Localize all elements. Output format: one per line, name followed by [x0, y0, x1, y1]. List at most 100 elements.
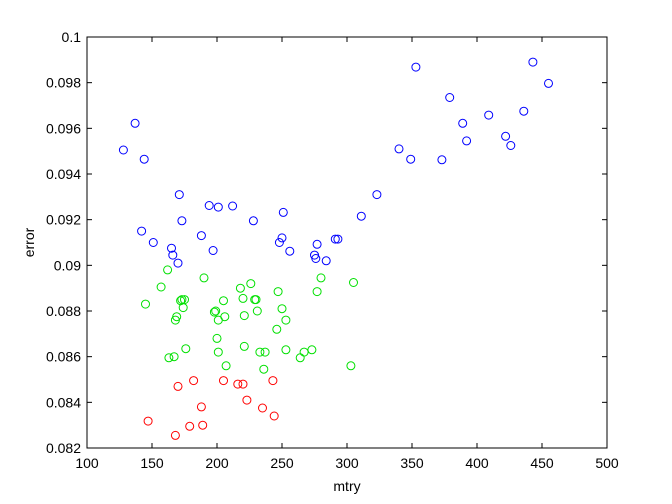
data-points — [118, 57, 553, 440]
data-point — [346, 361, 356, 371]
data-point — [196, 402, 206, 412]
data-point — [252, 306, 262, 316]
data-point — [163, 265, 173, 275]
y-tick-label: 0.092 — [46, 212, 81, 228]
data-point — [356, 211, 366, 221]
x-axis-label: mtry — [333, 478, 360, 494]
plot-area — [87, 37, 607, 448]
data-point — [246, 279, 256, 289]
data-point — [260, 347, 270, 357]
y-tick-label: 0.084 — [46, 394, 81, 410]
data-point — [173, 381, 183, 391]
data-point — [273, 287, 283, 297]
x-tick-label: 450 — [530, 455, 554, 471]
data-point — [208, 246, 218, 255]
data-point — [177, 216, 187, 226]
data-point — [501, 131, 511, 141]
data-point — [285, 246, 295, 256]
data-point — [209, 307, 219, 317]
data-point — [394, 144, 404, 154]
data-point — [235, 283, 245, 293]
data-point — [277, 233, 287, 243]
x-axis-ticks: 100 150 200 250 300 350 400 450 500 — [75, 37, 619, 471]
data-point — [143, 416, 153, 426]
data-point — [307, 345, 317, 355]
data-point — [181, 344, 191, 354]
data-point — [272, 324, 282, 334]
data-point — [233, 379, 243, 389]
data-point — [196, 231, 206, 241]
data-point — [167, 243, 176, 253]
data-point — [316, 273, 326, 283]
data-point — [118, 145, 128, 155]
data-point — [130, 118, 140, 128]
data-point — [204, 201, 214, 210]
data-point — [228, 201, 238, 211]
data-point — [248, 216, 258, 226]
x-tick-label: 350 — [400, 455, 424, 471]
x-tick-label: 150 — [140, 455, 164, 471]
data-point — [213, 347, 223, 357]
y-tick-label: 0.09 — [54, 257, 81, 273]
x-tick-label: 100 — [75, 455, 99, 471]
y-axis-label: error — [21, 227, 37, 257]
data-point — [180, 295, 189, 305]
data-point — [212, 333, 222, 343]
data-point — [406, 154, 416, 164]
data-point — [544, 78, 553, 88]
data-point — [164, 353, 174, 363]
data-point — [199, 273, 209, 283]
x-tick-label: 400 — [465, 455, 489, 471]
data-point — [170, 430, 180, 440]
data-point — [268, 376, 278, 386]
data-point — [437, 155, 447, 165]
data-point — [506, 141, 516, 150]
data-point — [211, 306, 221, 316]
data-point — [311, 254, 321, 263]
data-point — [258, 403, 267, 413]
data-point — [277, 304, 287, 314]
data-point — [141, 299, 150, 309]
data-point — [372, 190, 382, 200]
data-point — [255, 347, 265, 357]
data-point — [169, 352, 179, 362]
data-point — [259, 364, 269, 374]
data-point — [349, 278, 358, 287]
x-tick-label: 500 — [595, 455, 619, 471]
data-point — [321, 256, 331, 266]
data-point — [239, 311, 249, 321]
data-point — [281, 315, 291, 325]
data-point — [312, 287, 322, 297]
y-tick-label: 0.096 — [46, 120, 81, 136]
data-point — [219, 376, 228, 386]
data-point — [220, 312, 230, 322]
data-point — [238, 293, 248, 303]
data-point — [168, 250, 178, 260]
data-point — [221, 361, 231, 371]
data-point — [484, 110, 494, 120]
x-tick-label: 250 — [270, 455, 294, 471]
data-point — [519, 106, 529, 116]
data-point — [219, 296, 228, 306]
data-point — [173, 258, 183, 268]
data-point — [148, 238, 158, 247]
data-point — [312, 239, 322, 249]
data-point — [174, 190, 184, 200]
data-point — [462, 136, 472, 146]
data-point — [137, 226, 147, 236]
y-tick-label: 0.1 — [62, 29, 82, 45]
y-tick-label: 0.086 — [46, 349, 81, 365]
y-axis-ticks: 0.082 0.084 0.086 0.088 0.09 0.092 0.094 0.096 0… — [46, 29, 607, 456]
data-point — [281, 345, 291, 355]
x-tick-label: 200 — [205, 455, 229, 471]
data-point — [185, 421, 195, 431]
data-point — [238, 379, 248, 389]
data-point — [278, 207, 288, 217]
x-tick-label: 300 — [335, 455, 359, 471]
data-point — [139, 154, 149, 164]
data-point — [172, 312, 182, 322]
data-point — [269, 411, 279, 421]
data-point — [156, 282, 166, 292]
data-point — [528, 57, 538, 67]
data-point — [411, 62, 421, 72]
